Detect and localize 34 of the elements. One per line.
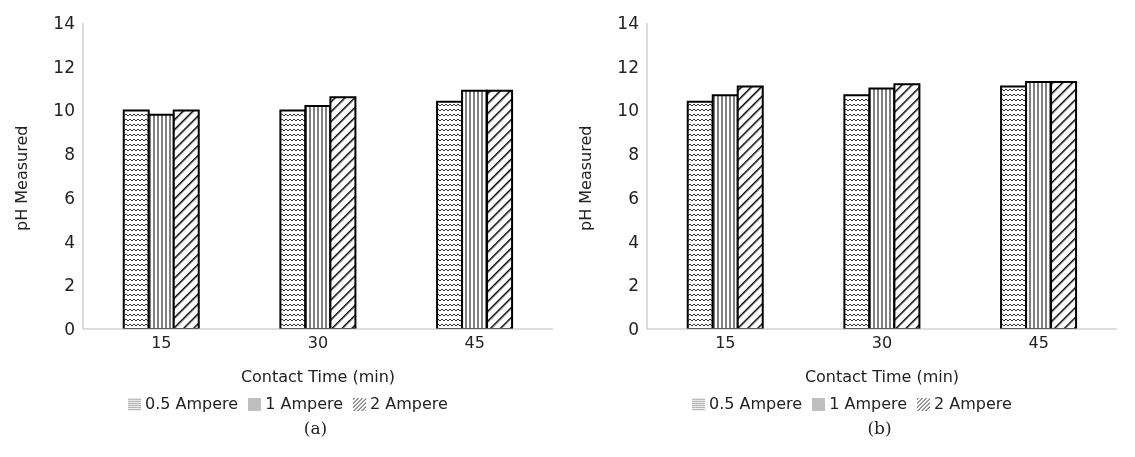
legend-label: 0.5 Ampere <box>145 394 239 413</box>
y-tick-label: 6 <box>628 187 639 208</box>
y-tick-label: 10 <box>617 100 639 121</box>
y-tick-label: 2 <box>628 275 639 296</box>
x-tick-label: 45 <box>464 333 485 353</box>
y-axis-title: pH Measured <box>575 125 595 231</box>
y-tick-label: 2 <box>64 275 75 296</box>
x-axis-title: Contact Time (min) <box>240 367 396 386</box>
y-tick-label: 0 <box>64 319 75 340</box>
y-tick-label: 4 <box>628 231 639 252</box>
y-tick-label: 6 <box>64 187 75 208</box>
x-tick-label: 15 <box>151 333 172 353</box>
y-tick-label: 10 <box>53 100 75 121</box>
text: (a) <box>302 418 329 438</box>
y-tick-label: 8 <box>64 144 75 165</box>
x-tick-label: 15 <box>715 333 736 353</box>
legend-label: 2 Ampere <box>370 394 448 413</box>
y-tick-label: 12 <box>53 56 75 77</box>
legend-label: 0.5 Ampere <box>709 394 803 413</box>
legend-label: 2 Ampere <box>934 394 1012 413</box>
legend-label: 1 Ampere <box>265 394 344 413</box>
y-tick-label: 14 <box>617 13 639 34</box>
y-tick-label: 8 <box>628 144 639 165</box>
text: (b) <box>866 418 893 438</box>
legend-label: 1 Ampere <box>829 394 908 413</box>
y-tick-label: 14 <box>53 13 75 34</box>
y-tick-label: 0 <box>628 319 639 340</box>
x-axis-title: Contact Time (min) <box>804 367 960 386</box>
y-axis-title: pH Measured <box>11 125 31 231</box>
x-tick-label: 30 <box>307 333 329 353</box>
y-tick-label: 12 <box>617 56 639 77</box>
y-tick-label: 4 <box>64 231 75 252</box>
x-tick-label: 45 <box>1028 333 1049 353</box>
x-tick-label: 30 <box>871 333 893 353</box>
